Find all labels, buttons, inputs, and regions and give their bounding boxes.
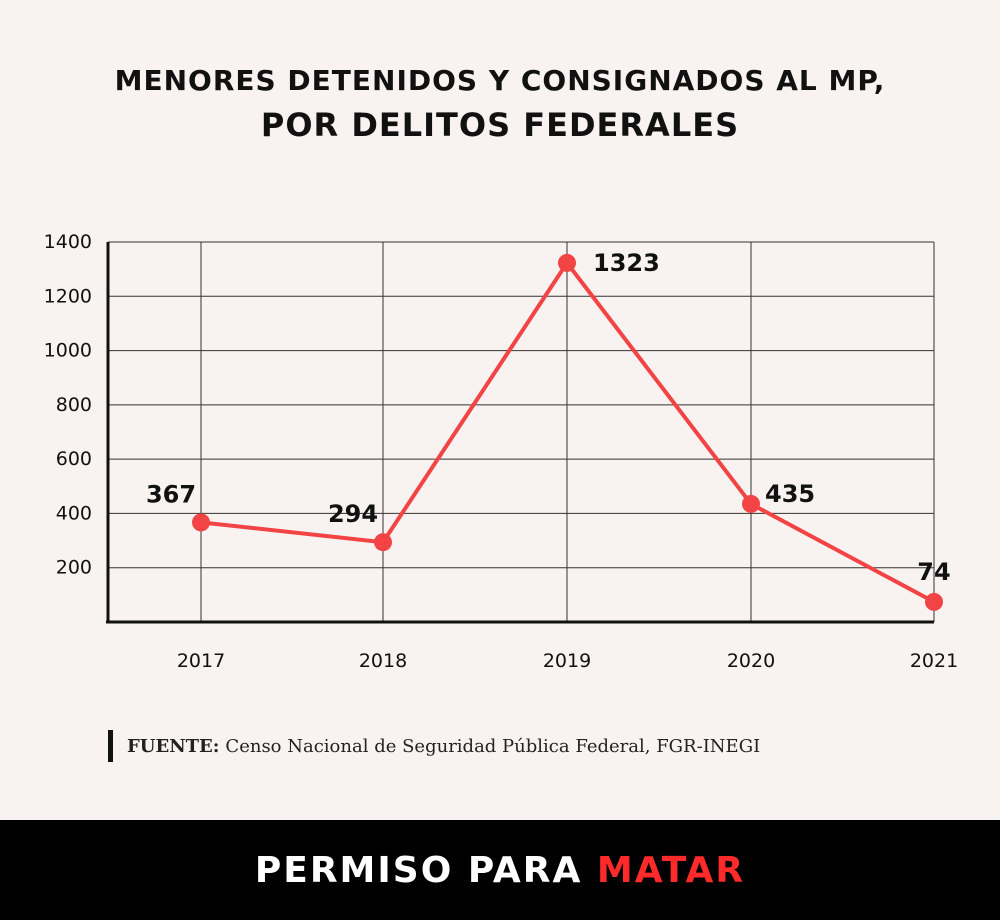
data-label: 294 xyxy=(328,500,378,528)
data-label: 435 xyxy=(765,480,815,508)
chart-title-line1: MENORES DETENIDOS Y CONSIGNADOS AL MP, xyxy=(114,64,886,97)
x-tick-label: 2019 xyxy=(543,650,591,672)
x-tick-label: 2018 xyxy=(359,650,407,672)
data-point xyxy=(558,253,576,272)
x-tick-label: 2021 xyxy=(910,650,958,672)
y-tick-label: 1200 xyxy=(44,285,92,307)
x-tick-label: 2017 xyxy=(177,650,225,672)
chart-title-line2: POR DELITOS FEDERALES xyxy=(260,106,740,144)
y-tick-label: 400 xyxy=(56,502,92,524)
footer-text-red: MATAR xyxy=(596,849,746,891)
data-label: 1323 xyxy=(593,249,660,277)
y-tick-label: 1400 xyxy=(44,231,92,253)
source-text: Censo Nacional de Seguridad Pública Fede… xyxy=(225,735,761,757)
data-point xyxy=(374,533,392,552)
y-tick-label: 200 xyxy=(56,557,92,579)
line-chart: 200 400 600 800 1000 1200 1400 2017 2018 2019 2020… xyxy=(44,231,959,672)
source-note: FUENTE: Censo Nacional de Seguridad Públ… xyxy=(108,730,760,762)
data-point xyxy=(192,513,210,532)
source-bar xyxy=(108,730,113,762)
y-tick-label: 600 xyxy=(56,448,92,470)
y-tick-label: 1000 xyxy=(44,340,92,362)
source-label: FUENTE: xyxy=(127,735,220,757)
data-label: 74 xyxy=(917,558,950,586)
footer-banner: PERMISO PARA MATAR xyxy=(0,820,1000,920)
data-point xyxy=(925,592,943,611)
x-tick-label: 2020 xyxy=(727,650,775,672)
footer-text-white: PERMISO PARA xyxy=(254,849,583,891)
data-label: 367 xyxy=(146,480,196,508)
y-tick-label: 800 xyxy=(56,394,92,416)
data-point xyxy=(742,494,760,513)
